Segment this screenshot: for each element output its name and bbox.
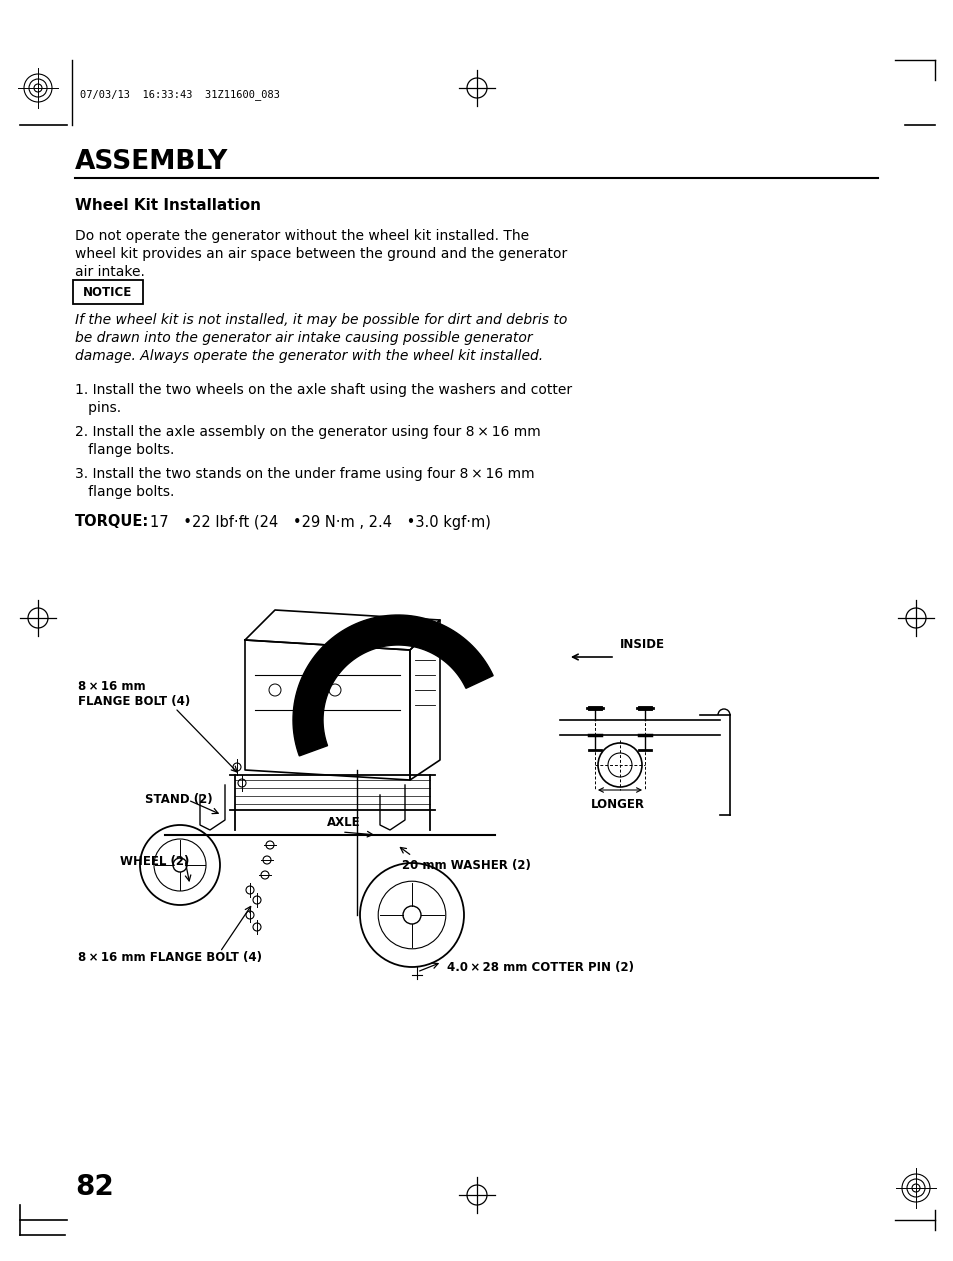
Text: be drawn into the generator air intake causing possible generator: be drawn into the generator air intake c… xyxy=(75,330,532,346)
Text: air intake.: air intake. xyxy=(75,265,145,279)
Text: ASSEMBLY: ASSEMBLY xyxy=(75,149,228,175)
Polygon shape xyxy=(293,615,493,755)
Text: 20 mm WASHER (2): 20 mm WASHER (2) xyxy=(401,859,530,871)
Text: FLANGE BOLT (4): FLANGE BOLT (4) xyxy=(78,696,190,709)
Text: pins.: pins. xyxy=(75,401,121,415)
Text: INSIDE: INSIDE xyxy=(619,638,664,652)
Text: TORQUE:: TORQUE: xyxy=(75,514,149,530)
Text: WHEEL (2): WHEEL (2) xyxy=(120,855,190,869)
Text: flange bolts.: flange bolts. xyxy=(75,485,174,499)
Text: 1. Install the two wheels on the axle shaft using the washers and cotter: 1. Install the two wheels on the axle sh… xyxy=(75,383,572,397)
Text: 07/03/13  16:33:43  31Z11600_083: 07/03/13 16:33:43 31Z11600_083 xyxy=(80,90,280,101)
Text: AXLE: AXLE xyxy=(327,816,360,828)
Text: flange bolts.: flange bolts. xyxy=(75,443,174,456)
Text: 8 × 16 mm: 8 × 16 mm xyxy=(78,680,146,692)
Text: 8 × 16 mm FLANGE BOLT (4): 8 × 16 mm FLANGE BOLT (4) xyxy=(78,952,262,965)
Text: If the wheel kit is not installed, it may be possible for dirt and debris to: If the wheel kit is not installed, it ma… xyxy=(75,313,567,327)
Text: 4.0 × 28 mm COTTER PIN (2): 4.0 × 28 mm COTTER PIN (2) xyxy=(447,961,634,975)
Text: LONGER: LONGER xyxy=(590,798,644,812)
Text: Wheel Kit Installation: Wheel Kit Installation xyxy=(75,198,261,213)
Text: STAND (2): STAND (2) xyxy=(145,793,213,807)
Text: 3. Install the two stands on the under frame using four 8 × 16 mm: 3. Install the two stands on the under f… xyxy=(75,467,534,480)
Text: Do not operate the generator without the wheel kit installed. The: Do not operate the generator without the… xyxy=(75,230,529,243)
Text: 2. Install the axle assembly on the generator using four 8 × 16 mm: 2. Install the axle assembly on the gene… xyxy=(75,425,540,439)
Text: 82: 82 xyxy=(75,1173,113,1200)
Text: damage. Always operate the generator with the wheel kit installed.: damage. Always operate the generator wit… xyxy=(75,349,542,363)
Text: 17 •22 lbf·ft (24 •29 N·m , 2.4 •3.0 kgf·m): 17 •22 lbf·ft (24 •29 N·m , 2.4 •3.0 kgf… xyxy=(150,514,491,530)
FancyBboxPatch shape xyxy=(73,280,143,304)
Text: NOTICE: NOTICE xyxy=(83,285,132,299)
Text: wheel kit provides an air space between the ground and the generator: wheel kit provides an air space between … xyxy=(75,247,567,261)
